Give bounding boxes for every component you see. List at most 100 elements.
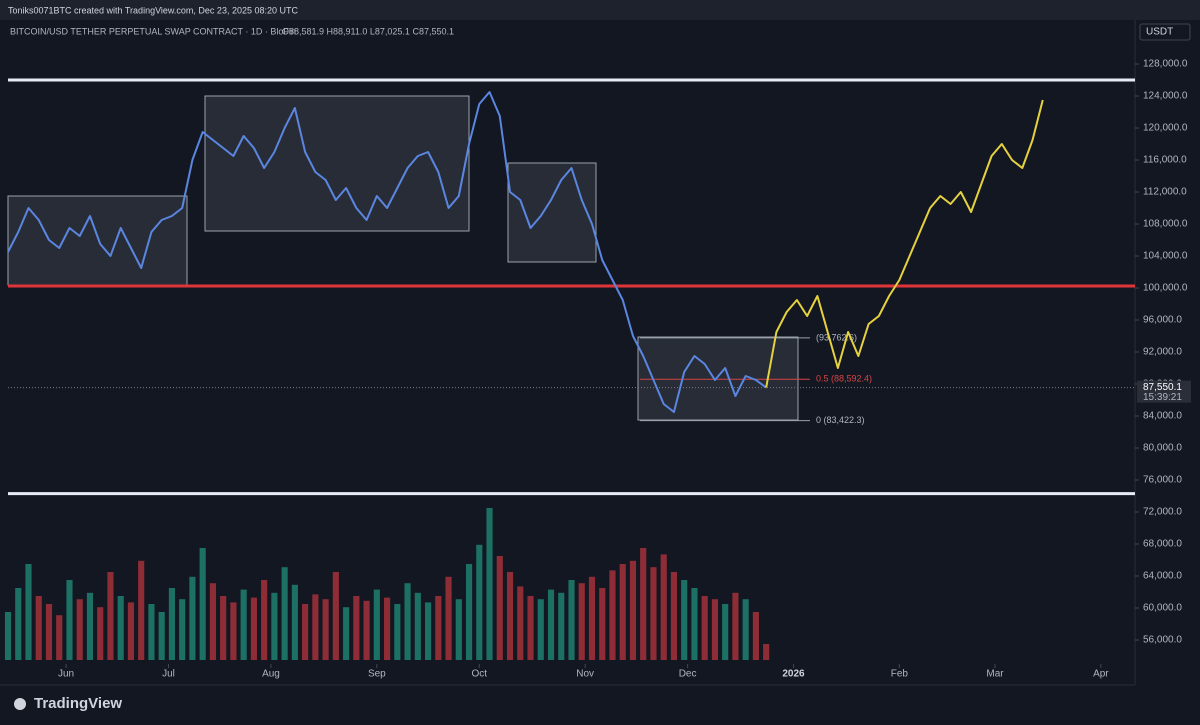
currency: USDT bbox=[1146, 27, 1173, 38]
volume-bar bbox=[547, 589, 555, 660]
x-tick-label: Sep bbox=[368, 669, 386, 680]
price-line bbox=[765, 99, 1044, 388]
volume-bar bbox=[86, 592, 94, 660]
volume-bar bbox=[209, 583, 216, 660]
x-tick-label: Nov bbox=[576, 669, 594, 680]
currency-box bbox=[1139, 23, 1191, 41]
volume-bar bbox=[722, 604, 729, 660]
brand: TradingView bbox=[34, 695, 122, 712]
volume-bar bbox=[609, 570, 616, 660]
x-tick-label: Mar bbox=[986, 669, 1004, 680]
fib-label: 0 (83,422.3) bbox=[816, 415, 865, 425]
price-line bbox=[7, 91, 767, 413]
footer bbox=[0, 686, 1200, 725]
volume-bar bbox=[291, 584, 298, 660]
volume-bar bbox=[691, 588, 698, 660]
x-tick-label: Apr bbox=[1093, 669, 1109, 680]
volume-bar bbox=[486, 508, 493, 660]
volume-bar bbox=[66, 580, 73, 660]
volume-bar bbox=[56, 615, 63, 660]
last-price-label: 87,550.1 bbox=[1143, 382, 1182, 393]
volume-bar bbox=[322, 599, 329, 660]
y-tick-label: 128,000.0 bbox=[1143, 59, 1188, 70]
volume-bar bbox=[343, 607, 350, 660]
y-tick-label: 92,000.0 bbox=[1143, 347, 1182, 358]
range-box bbox=[507, 162, 597, 263]
volume-bar bbox=[629, 560, 637, 660]
volume-bar bbox=[220, 596, 227, 660]
last-price-box bbox=[1137, 380, 1191, 403]
volume-bar bbox=[742, 599, 749, 660]
fib-label: (93,762.6) bbox=[816, 332, 857, 342]
volume-bar bbox=[681, 580, 688, 660]
volume-bar bbox=[558, 592, 565, 660]
y-tick-label: 84,000.0 bbox=[1143, 411, 1182, 422]
credit: Toniks0071BTC created with TradingView.c… bbox=[8, 5, 298, 15]
volume-bar bbox=[353, 596, 360, 660]
volume-bar bbox=[414, 592, 421, 660]
y-tick-label: 72,000.0 bbox=[1143, 507, 1182, 518]
volume-bar bbox=[701, 596, 708, 660]
volume-bar bbox=[527, 596, 534, 660]
y-tick-label: 124,000.0 bbox=[1143, 91, 1188, 102]
volume-bar bbox=[107, 572, 114, 660]
volume-bar bbox=[261, 580, 268, 660]
range-box bbox=[204, 95, 470, 232]
y-tick-label: 100,000.0 bbox=[1143, 283, 1188, 294]
volume-bar bbox=[670, 572, 678, 660]
range-boxes bbox=[7, 95, 799, 421]
y-tick-label: 96,000.0 bbox=[1143, 315, 1182, 326]
volume-bar bbox=[271, 592, 278, 660]
volume-bar bbox=[435, 596, 442, 660]
range-box bbox=[7, 195, 188, 286]
volume-bar bbox=[660, 554, 667, 660]
volume-bar bbox=[4, 612, 12, 660]
volume-bar bbox=[445, 576, 452, 660]
volume-bar bbox=[148, 604, 155, 660]
volume-bar bbox=[25, 564, 32, 660]
volume-bar bbox=[599, 588, 606, 660]
volume-bar bbox=[35, 596, 42, 660]
ohlc: O88,581.9 H88,911.0 L87,025.1 C87,550.1 bbox=[282, 26, 454, 36]
volume-bar bbox=[240, 589, 247, 660]
volume-bar bbox=[394, 604, 401, 660]
volume-bar bbox=[158, 612, 165, 660]
volume-bar bbox=[752, 612, 759, 660]
volume-bar bbox=[302, 604, 309, 660]
x-tick-label: Jul bbox=[162, 669, 175, 680]
y-tick-label: 116,000.0 bbox=[1143, 155, 1187, 166]
volume-bar bbox=[506, 572, 514, 660]
range-box bbox=[637, 336, 799, 421]
volume-bar bbox=[465, 564, 473, 660]
y-tick-label: 64,000.0 bbox=[1143, 571, 1182, 582]
volume-bar bbox=[97, 607, 104, 660]
volume-bar bbox=[650, 567, 657, 660]
volume-bar bbox=[537, 599, 544, 660]
y-tick-label: 120,000.0 bbox=[1143, 123, 1188, 134]
y-tick-label: 104,000.0 bbox=[1143, 251, 1188, 262]
volume-bar bbox=[496, 556, 503, 660]
volume-bar bbox=[127, 602, 135, 660]
volume-bar bbox=[199, 548, 206, 660]
x-tick-label: Feb bbox=[891, 669, 909, 680]
volume-bar bbox=[117, 596, 124, 660]
x-tick-label: Jun bbox=[58, 669, 74, 680]
header-bar bbox=[0, 0, 1200, 20]
volume-bar bbox=[168, 588, 176, 660]
y-tick-label: 112,000.0 bbox=[1143, 187, 1187, 198]
volume-bar bbox=[138, 560, 145, 660]
volume-bar bbox=[384, 597, 391, 660]
y-tick-label: 76,000.0 bbox=[1143, 475, 1182, 486]
y-tick-label: 56,000.0 bbox=[1143, 635, 1182, 646]
volume-bar bbox=[15, 588, 22, 660]
volume-bar bbox=[332, 572, 339, 660]
volume-bar bbox=[619, 564, 626, 660]
fib-label: 0.5 (88,592.4) bbox=[816, 374, 872, 384]
volume-bar bbox=[568, 580, 575, 660]
countdown: 15:39:21 bbox=[1143, 392, 1182, 403]
volume-bar bbox=[455, 599, 462, 660]
volume-bar bbox=[76, 599, 83, 660]
x-tick-label: Dec bbox=[679, 669, 697, 680]
volume-bar bbox=[424, 602, 432, 660]
